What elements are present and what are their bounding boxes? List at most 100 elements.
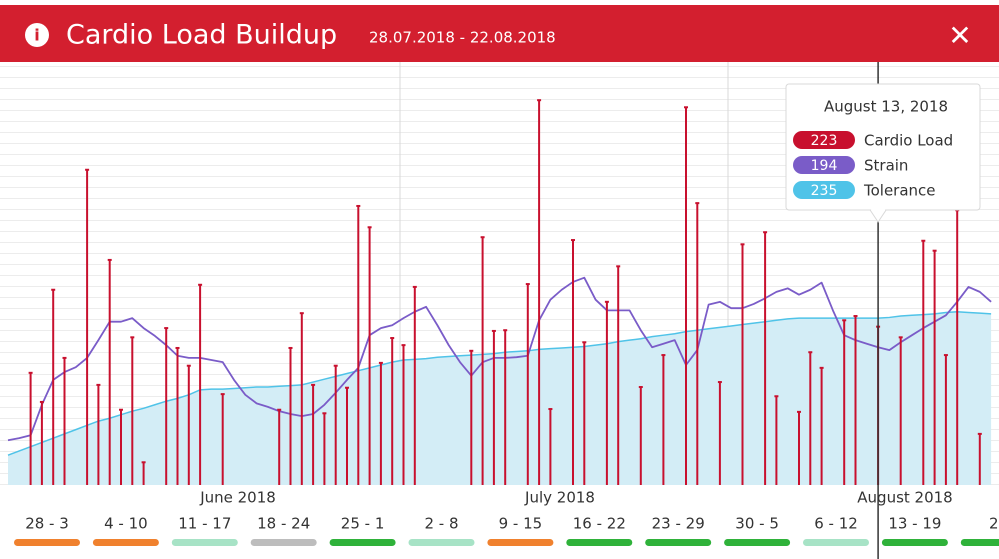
week-label: 25 - 1 (341, 515, 385, 533)
cardio-load-stick (356, 204, 361, 485)
week-label: 6 - 12 (814, 515, 858, 533)
cardio-load-stick (311, 383, 316, 485)
week-label: 11 - 17 (178, 515, 231, 533)
cardio-load-stick (684, 106, 688, 485)
cardio-load-stick (164, 327, 169, 485)
week-status (645, 539, 712, 546)
cardio-load-stick (39, 400, 44, 485)
cardio-load-stick (808, 351, 813, 485)
cardio-load-stick (717, 381, 722, 485)
cardio-load-stick (480, 236, 485, 485)
cardio-load-stick (797, 410, 801, 485)
tooltip-series-name: Cardio Load (864, 132, 953, 150)
cardio-load-stick (333, 364, 338, 485)
cardio-load-stick (638, 386, 643, 485)
cardio-load-stick (288, 346, 293, 485)
week-status (171, 539, 238, 546)
cardio-load-stick (107, 258, 112, 485)
cardio-load-stick (537, 99, 542, 485)
cardio-load-stick (604, 300, 609, 485)
cardio-load-stick (943, 354, 948, 485)
month-label: July 2018 (524, 489, 595, 507)
week-label: 4 - 10 (104, 515, 148, 533)
cardio-load-stick (401, 344, 406, 485)
cardio-load-stick (469, 349, 474, 485)
week-label: 23 - 29 (652, 515, 705, 533)
cardio-load-stick (898, 336, 903, 485)
tooltip-pill (793, 156, 855, 174)
chart-subtitle: 28.07.2018 - 22.08.2018 (369, 29, 556, 47)
month-label: June 2018 (199, 489, 276, 507)
cardio-load-stick (390, 337, 395, 485)
cardio-load-stick (763, 231, 768, 485)
cardio-load-stick (932, 249, 937, 485)
cardio-load-stick (853, 315, 858, 485)
week-status (250, 539, 317, 546)
cardio-load-stick (141, 461, 146, 485)
cardio-load-stick (96, 383, 101, 485)
cardio-load-stick (582, 341, 587, 485)
tooltip: August 13, 2018 223 Cardio Load 194 Strain 23… (785, 83, 981, 223)
info-glyph: i (34, 26, 39, 45)
cardio-load-stick (322, 412, 327, 485)
week-status (724, 539, 791, 546)
week-status (92, 539, 159, 546)
tolerance-line (7, 311, 992, 456)
cardio-load-stick (175, 346, 180, 485)
cardio-load-stick (842, 319, 847, 485)
week-status (803, 539, 869, 546)
week-status (408, 539, 475, 546)
tooltip-title: August 13, 2018 (824, 98, 948, 116)
week-status (566, 539, 633, 546)
header (0, 5, 999, 62)
cardio-load-stick (345, 386, 349, 485)
week-label: 2 (989, 515, 999, 533)
cardio-load-stick (819, 366, 824, 485)
week-label: 13 - 19 (888, 515, 941, 533)
cardio-load-stick (51, 288, 56, 485)
info-icon[interactable] (25, 23, 49, 47)
cardio-load-stick (695, 202, 700, 485)
week-label: 2 - 8 (424, 515, 458, 533)
cardio-load-stick (774, 395, 779, 485)
tooltip-pill (793, 181, 855, 199)
cardio-load-stick (299, 312, 304, 485)
week-label: 30 - 5 (735, 515, 779, 533)
cardio-load-stick (220, 393, 225, 485)
cardio-load-stick (661, 354, 666, 485)
cardio-load-stick (412, 285, 417, 485)
cardio-load-stick (119, 408, 123, 485)
tooltip-series-name: Strain (864, 157, 908, 175)
week-label: 9 - 15 (499, 515, 543, 533)
cardio-load-stick (378, 361, 383, 485)
cardio-load-stick (977, 432, 982, 485)
cardio-load-stick (571, 239, 575, 485)
cardio-load-stick (367, 226, 372, 485)
cardio-load-stick (85, 168, 90, 485)
tooltip-value: 194 (811, 158, 838, 174)
tooltip-value: 223 (811, 133, 838, 149)
cardio-load-stick (525, 283, 530, 485)
week-status (329, 539, 396, 546)
week-status (487, 539, 554, 546)
week-status (14, 539, 80, 546)
week-status (881, 539, 948, 546)
cardio-load-stick (130, 336, 135, 485)
week-status (960, 539, 999, 546)
cardio-load-stick (277, 408, 282, 485)
cardio-load-stick (62, 356, 67, 485)
cardio-load-stick (740, 243, 745, 485)
axis-background (0, 485, 999, 559)
cardio-load-stick (491, 329, 496, 485)
tolerance-area (8, 311, 992, 485)
cardio-load-stick (28, 371, 33, 485)
close-button[interactable]: ✕ (948, 19, 971, 52)
cardio-load-stick (548, 408, 553, 485)
plot (7, 99, 992, 485)
cardio-load-stick (186, 364, 191, 485)
tooltip-value: 235 (811, 183, 838, 199)
strain-line (7, 276, 992, 442)
cardio-load-stick (198, 283, 203, 485)
cardio-load-stick (616, 265, 621, 485)
